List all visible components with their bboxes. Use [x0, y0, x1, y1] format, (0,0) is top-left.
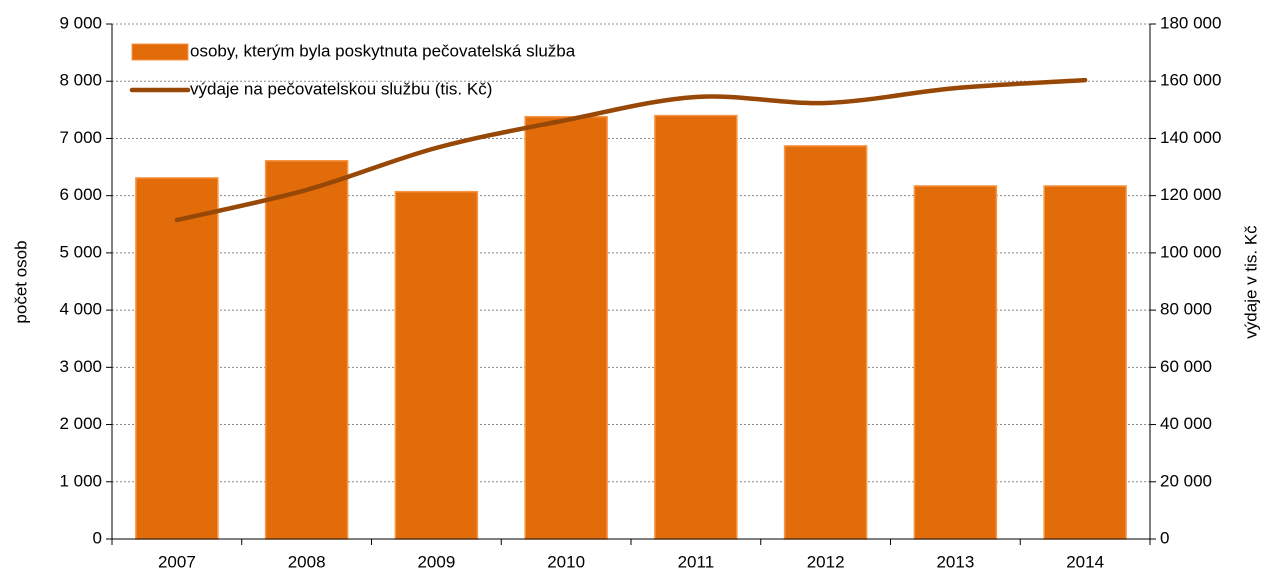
legend-label: osoby, kterým byla poskytnuta pečovatels… [190, 41, 576, 60]
x-tick-label: 2008 [288, 552, 326, 571]
y-tick-label: 2 000 [59, 414, 102, 433]
y-tick-label: 6 000 [59, 185, 102, 204]
y2-tick-label: 100 000 [1160, 242, 1221, 261]
y-tick-label: 5 000 [59, 242, 102, 261]
y2-tick-label: 180 000 [1160, 13, 1221, 32]
y2-tick-label: 40 000 [1160, 414, 1212, 433]
x-tick-label: 2007 [158, 552, 196, 571]
line [174, 77, 1088, 223]
bar [394, 190, 479, 540]
x-tick-label: 2012 [807, 552, 845, 571]
bar [913, 185, 998, 540]
y2-tick-label: 20 000 [1160, 471, 1212, 490]
legend-label: výdaje na pečovatelskou službu (tis. Kč) [190, 79, 492, 98]
x-tick-label: 2011 [678, 552, 715, 571]
bar [135, 177, 219, 540]
x-tick-label: 2014 [1066, 552, 1104, 571]
bar [264, 160, 349, 540]
bar [783, 145, 868, 540]
y-tick-label: 1 000 [59, 471, 102, 490]
x-tick-label: 2013 [936, 552, 974, 571]
y-tick-label: 3 000 [59, 357, 102, 376]
y2-tick-label: 0 [1160, 528, 1169, 547]
x-tick-label: 2009 [417, 552, 455, 571]
y-tick-label: 7 000 [59, 128, 102, 147]
y-axis-label: počet osob [11, 240, 30, 323]
bar [524, 115, 608, 540]
y2-tick-label: 60 000 [1160, 357, 1212, 376]
y2-tick-label: 140 000 [1160, 128, 1221, 147]
y2-tick-label: 80 000 [1160, 300, 1212, 319]
y-tick-label: 4 000 [59, 300, 102, 319]
y2-tick-label: 120 000 [1160, 185, 1221, 204]
bar [654, 114, 738, 540]
y-tick-label: 8 000 [59, 71, 102, 90]
y-tick-label: 9 000 [59, 13, 102, 32]
x-tick-label: 2010 [547, 552, 585, 571]
y2-tick-label: 160 000 [1160, 71, 1221, 90]
y2-axis-label: výdaje v tis. Kč [1241, 225, 1260, 339]
bar [1043, 185, 1127, 540]
y-tick-label: 0 [93, 528, 102, 547]
legend-swatch [131, 43, 189, 61]
